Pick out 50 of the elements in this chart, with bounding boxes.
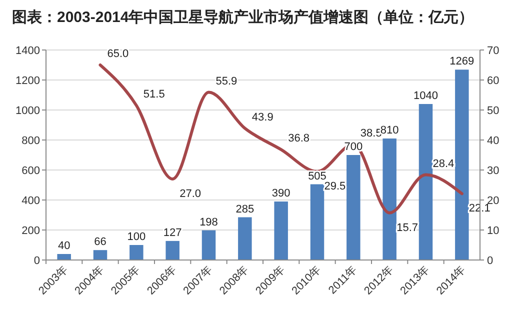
data-label: 36.8 [288, 132, 310, 145]
bar [93, 250, 108, 260]
data-label: 40 [58, 240, 70, 252]
y-tick-label: 800 [22, 135, 40, 147]
bar [238, 217, 252, 260]
bar [310, 184, 324, 260]
data-label: 505 [308, 170, 326, 182]
chart-title: 图表：2003-2014年中国卫星导航产业市场产值增速图（单位：亿元） [12, 8, 474, 26]
y-tick-label: 0 [34, 255, 40, 267]
y2-tick-label: 10 [487, 225, 500, 237]
y-tick-label: 200 [22, 225, 40, 237]
y2-tick-label: 60 [487, 75, 500, 87]
data-label: 1040 [414, 90, 438, 102]
data-label: 55.9 [216, 75, 238, 88]
y-tick-label: 1200 [16, 75, 40, 87]
bar [274, 202, 288, 260]
y2-tick-label: 20 [487, 195, 500, 207]
y2-tick-label: 70 [487, 45, 500, 57]
data-label: 43.9 [252, 111, 274, 124]
data-label: 285 [236, 203, 254, 216]
data-label: 66 [94, 236, 106, 248]
y-tick-label: 1400 [16, 45, 40, 57]
y2-tick-label: 50 [487, 105, 500, 117]
data-label: 390 [272, 188, 290, 200]
data-label: 51.5 [143, 88, 165, 100]
y2-tick-label: 30 [487, 165, 500, 177]
bar [455, 70, 469, 260]
bar [418, 104, 433, 260]
y-tick-label: 400 [22, 195, 40, 207]
bar [130, 245, 144, 260]
data-label: 28.4 [432, 158, 454, 170]
data-label: 27.0 [180, 188, 202, 200]
data-label: 100 [127, 231, 146, 243]
y-tick-label: 1000 [16, 105, 40, 117]
y2-tick-label: 0 [487, 255, 494, 267]
data-label: 65.0 [107, 48, 129, 60]
line-series [98, 64, 464, 214]
bar [346, 155, 360, 260]
data-label: 15.7 [396, 222, 418, 234]
bar [202, 230, 216, 260]
bar [382, 138, 396, 260]
y2-tick-label: 40 [487, 135, 500, 147]
data-label: 810 [380, 124, 399, 136]
data-label: 127 [163, 226, 182, 239]
data-label: 198 [200, 216, 218, 228]
y-tick-label: 600 [22, 165, 40, 177]
bar [166, 240, 180, 260]
data-label: 29.5 [324, 180, 346, 192]
data-label: 1269 [450, 56, 474, 68]
bar [57, 254, 71, 260]
